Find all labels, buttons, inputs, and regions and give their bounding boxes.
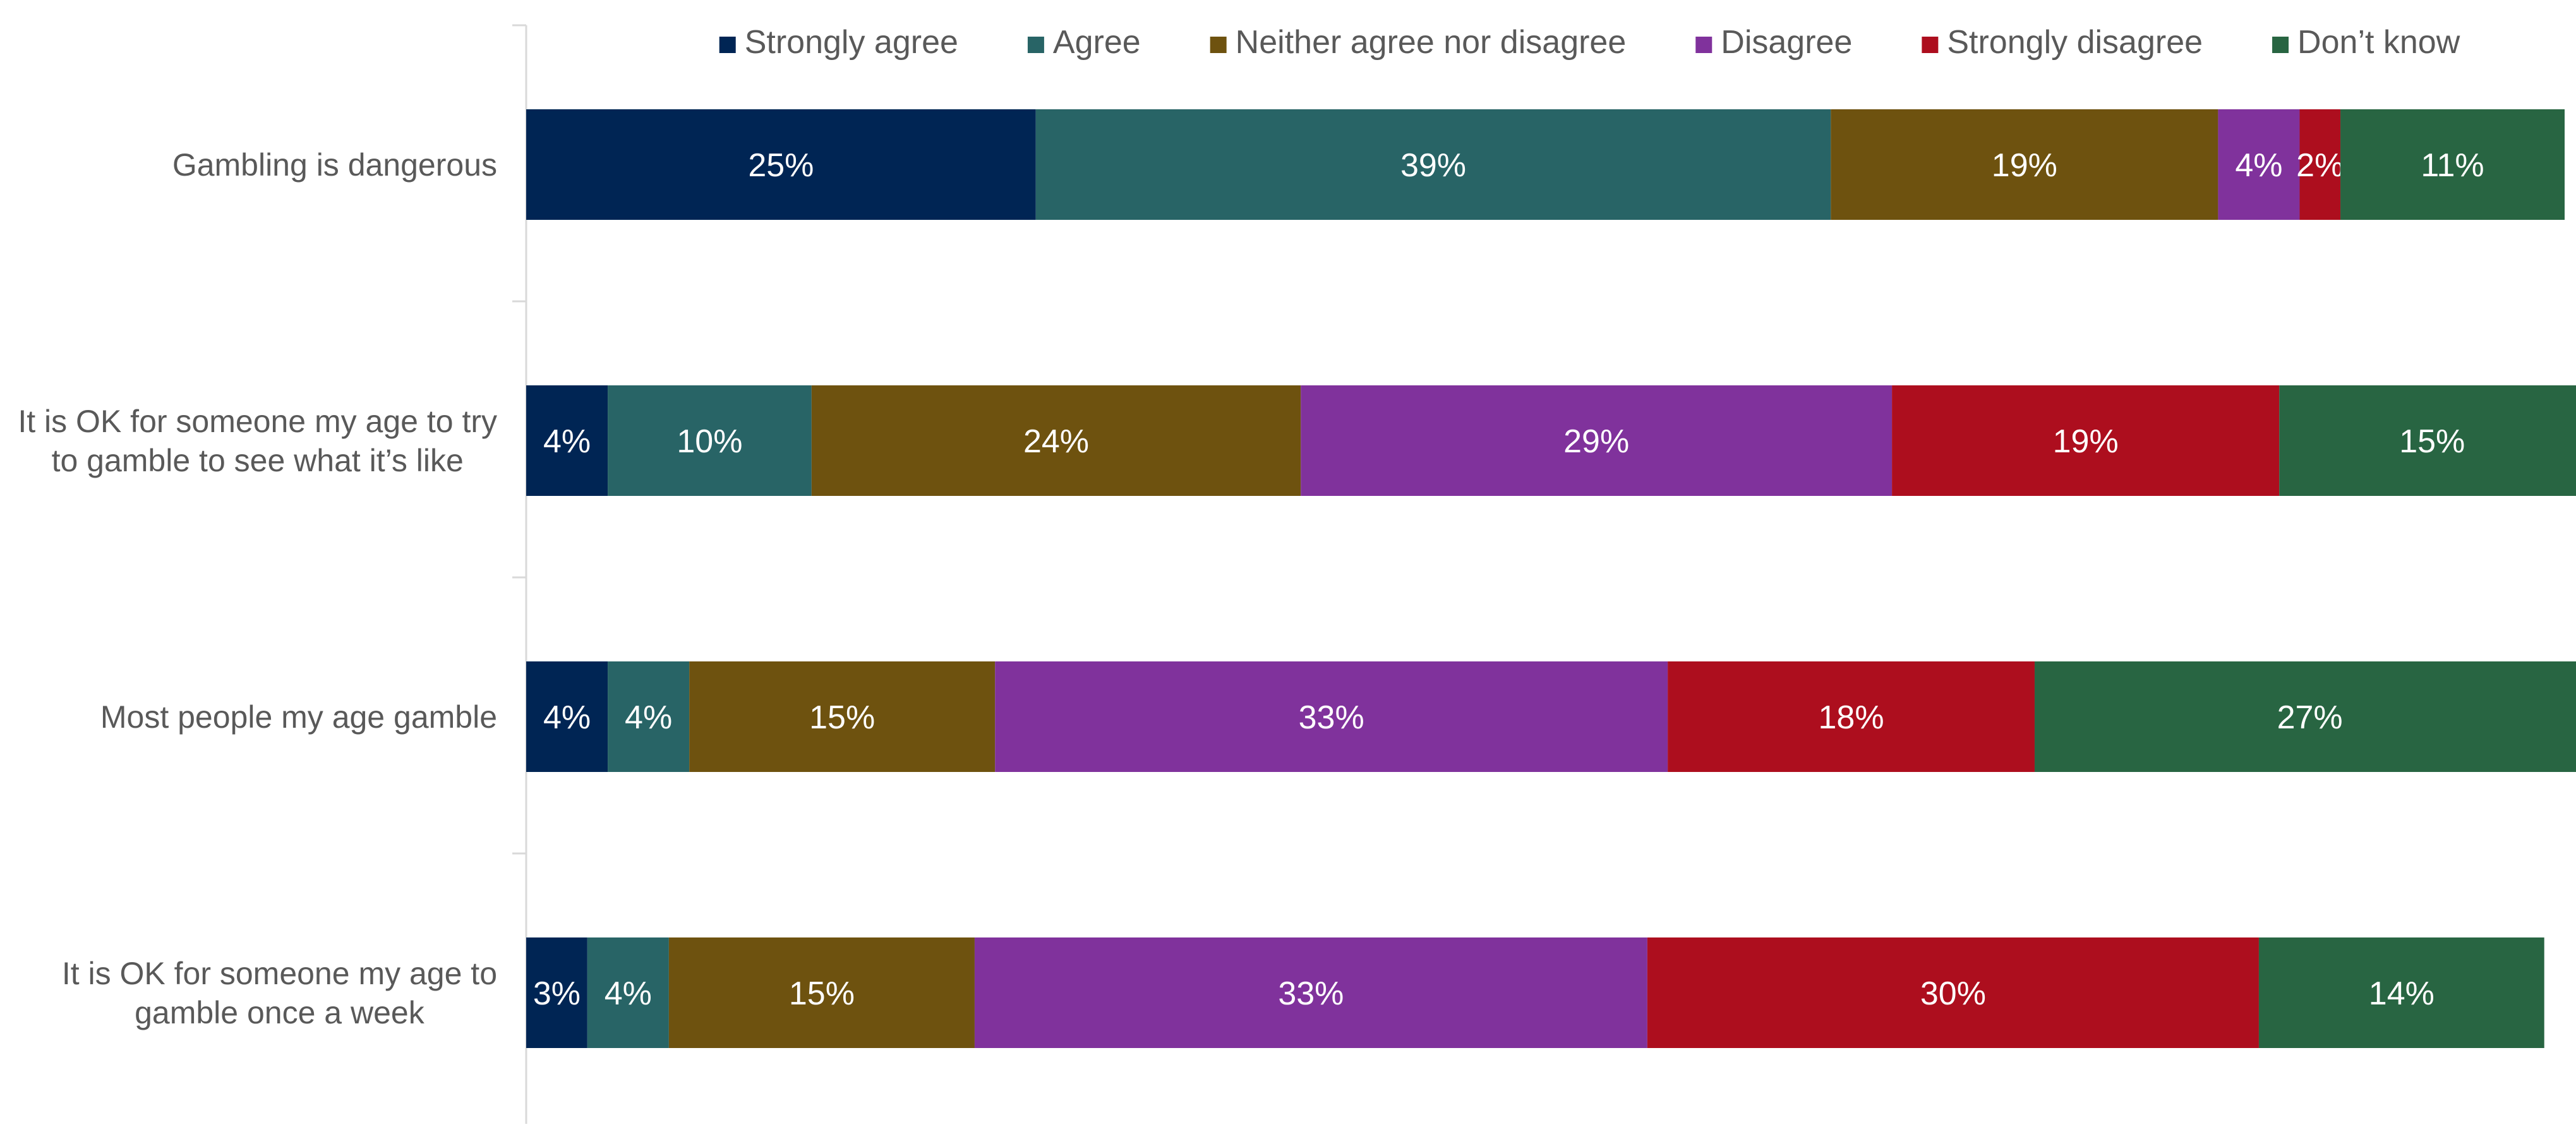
category-label-line: Most people my age gamble — [100, 699, 497, 735]
category-label-line: Gambling is dangerous — [172, 147, 497, 183]
bar-segment-agree — [608, 385, 812, 496]
bar-segment-strongly-disagree — [1647, 937, 2259, 1048]
data-label-agree: 39% — [1400, 147, 1466, 184]
category-axis — [512, 24, 527, 1124]
bar-segment-neither-agree-nor-disagree — [1831, 109, 2218, 220]
bar-segment-disagree — [2218, 109, 2300, 220]
bar-segment-agree — [1035, 109, 1831, 220]
legend-label: Neither agree nor disagree — [1236, 24, 1627, 61]
data-label-disagree: 33% — [1278, 975, 1344, 1012]
legend-label: Strongly disagree — [1947, 24, 2203, 61]
bar-segment-strongly-agree — [526, 661, 608, 772]
data-label-strongly-agree: 4% — [543, 699, 591, 736]
bar-segment-agree — [608, 661, 690, 772]
data-label-disagree: 4% — [2235, 147, 2282, 184]
bar-segment-disagree — [1301, 385, 1893, 496]
category-label-line: It is OK for someone my age to try — [18, 404, 497, 439]
bar-segment-don-t-know — [2034, 661, 2576, 772]
category-label-4: It is OK for someone my age to gamble onc… — [62, 956, 497, 1030]
bar-row-1: 25% 39% 19% 4% 2% 11% — [526, 109, 2565, 220]
legend-item-strongly-disagree: Strongly disagree — [1922, 24, 2203, 61]
data-label-strongly-agree: 4% — [543, 423, 591, 460]
legend-label: Agree — [1053, 24, 1141, 61]
bar-segment-disagree — [995, 661, 1668, 772]
legend-item-agree: Agree — [1027, 24, 1141, 61]
bar-segment-agree — [587, 937, 669, 1048]
category-label-line: gamble once a week — [135, 995, 425, 1030]
category-label-line: It is OK for someone my age to — [62, 956, 497, 991]
bars: 25% 39% 19% 4% 2% 11% 4% 10% 24% 29% 19% 15% 4% 4% 15%… — [526, 109, 2576, 1048]
legend-swatch — [719, 37, 736, 53]
data-label-disagree: 33% — [1299, 699, 1364, 736]
bar-segment-strongly-disagree — [1892, 385, 2280, 496]
legend-label: Don’t know — [2297, 24, 2460, 61]
data-label-neither-agree-nor-disagree: 19% — [1992, 147, 2057, 184]
category-label-3: Most people my age gamble — [100, 699, 497, 735]
data-label-don-t-know: 27% — [2277, 699, 2343, 736]
bar-segment-don-t-know — [2258, 937, 2544, 1048]
data-label-neither-agree-nor-disagree: 15% — [809, 699, 875, 736]
category-label-1: Gambling is dangerous — [172, 147, 497, 183]
legend-label: Disagree — [1721, 24, 1852, 61]
bar-segment-don-t-know — [2279, 385, 2576, 496]
data-label-agree: 4% — [625, 699, 672, 736]
data-label-strongly-agree: 25% — [748, 147, 814, 184]
legend-swatch — [1210, 37, 1227, 53]
data-label-strongly-disagree: 19% — [2053, 423, 2119, 460]
bar-segment-neither-agree-nor-disagree — [689, 661, 996, 772]
data-label-strongly-disagree: 30% — [1920, 975, 1986, 1012]
data-label-agree: 4% — [605, 975, 652, 1012]
bar-segment-strongly-agree — [526, 109, 1036, 220]
bar-segment-neither-agree-nor-disagree — [811, 385, 1301, 496]
bar-segment-neither-agree-nor-disagree — [668, 937, 975, 1048]
legend-item-don-t-know: Don’t know — [2272, 24, 2460, 61]
legend-swatch — [1695, 37, 1712, 53]
bar-segment-strongly-disagree — [1668, 661, 2035, 772]
bar-segment-strongly-disagree — [2299, 109, 2341, 220]
data-label-strongly-disagree: 18% — [1819, 699, 1884, 736]
data-label-don-t-know: 15% — [2399, 423, 2465, 460]
bar-row-3: 4% 4% 15% 33% 18% 27% — [526, 661, 2576, 772]
bar-row-2: 4% 10% 24% 29% 19% 15% — [526, 385, 2576, 496]
bar-segment-strongly-agree — [526, 385, 608, 496]
data-label-don-t-know: 11% — [2421, 147, 2484, 184]
data-label-neither-agree-nor-disagree: 24% — [1023, 423, 1089, 460]
data-label-disagree: 29% — [1563, 423, 1629, 460]
data-label-agree: 10% — [677, 423, 742, 460]
bar-segment-disagree — [974, 937, 1647, 1048]
legend-swatch — [2272, 37, 2289, 53]
legend-label: Strongly agree — [745, 24, 958, 61]
data-label-strongly-agree: 3% — [533, 975, 581, 1012]
legend-swatch — [1027, 37, 1044, 53]
legend-item-disagree: Disagree — [1695, 24, 1852, 61]
legend: Strongly agree Agree Neither agree nor dis… — [719, 24, 2460, 61]
legend-swatch — [1922, 37, 1939, 53]
bar-row-4: 3% 4% 15% 33% 30% 14% — [526, 937, 2544, 1048]
legend-item-strongly-agree: Strongly agree — [719, 24, 958, 61]
data-label-neither-agree-nor-disagree: 15% — [789, 975, 855, 1012]
data-label-strongly-disagree: 2% — [2296, 147, 2344, 184]
data-label-don-t-know: 14% — [2369, 975, 2435, 1012]
legend-item-neither-agree-nor-disagree: Neither agree nor disagree — [1210, 24, 1627, 61]
bar-segment-strongly-agree — [526, 937, 587, 1048]
category-labels: Gambling is dangerous It is OK for someon… — [18, 147, 497, 1030]
bar-segment-don-t-know — [2340, 109, 2565, 220]
category-label-line: to gamble to see what it’s like — [52, 443, 464, 478]
category-label-2: It is OK for someone my age to try to gam… — [18, 404, 497, 478]
